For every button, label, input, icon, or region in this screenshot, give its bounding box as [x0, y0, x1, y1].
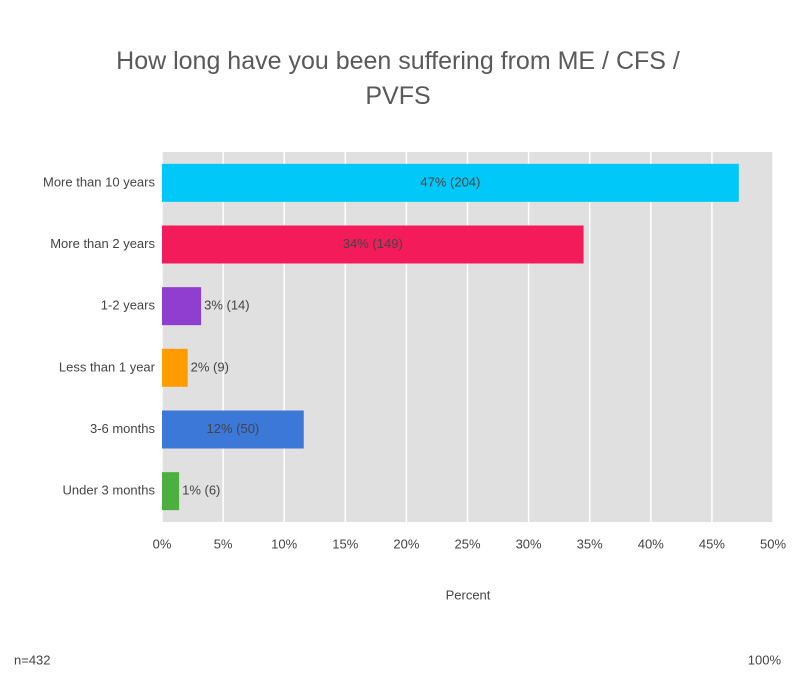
y-tick-label: Less than 1 year: [59, 359, 156, 374]
data-label: 3% (14): [204, 298, 250, 313]
x-axis-title: Percent: [446, 587, 491, 602]
x-tick-label: 0%: [153, 536, 172, 551]
chart-title: How long have you been suffering from ME…: [116, 47, 680, 110]
footnote: 100%: [748, 652, 782, 667]
data-label: 1% (6): [182, 483, 220, 498]
x-tick-label: 15%: [332, 536, 358, 551]
x-tick-label: 35%: [577, 536, 603, 551]
x-tick-label: 5%: [214, 536, 233, 551]
y-tick-label: Under 3 months: [63, 483, 156, 498]
x-tick-label: 10%: [271, 536, 297, 551]
bar: [162, 348, 188, 387]
x-tick-label: 25%: [454, 536, 480, 551]
bar: [162, 225, 584, 264]
data-label: 12% (50): [207, 421, 260, 436]
data-label: 47% (204): [420, 174, 480, 189]
data-label: 34% (149): [343, 236, 403, 251]
y-tick-label: More than 10 years: [43, 174, 156, 189]
bar: [162, 472, 180, 511]
x-tick-label: 40%: [638, 536, 664, 551]
x-tick-label: 30%: [516, 536, 542, 551]
bar: [162, 410, 304, 449]
footnote: n=432: [14, 652, 51, 667]
data-label: 2% (9): [191, 359, 229, 374]
y-tick-label: 1-2 years: [101, 298, 156, 313]
bar: [162, 287, 202, 326]
x-tick-label: 20%: [393, 536, 419, 551]
bar: [162, 163, 739, 202]
x-tick-label: 50%: [760, 536, 786, 551]
x-tick-label: 45%: [699, 536, 725, 551]
y-tick-label: More than 2 years: [50, 236, 155, 251]
y-tick-label: 3-6 months: [90, 421, 156, 436]
